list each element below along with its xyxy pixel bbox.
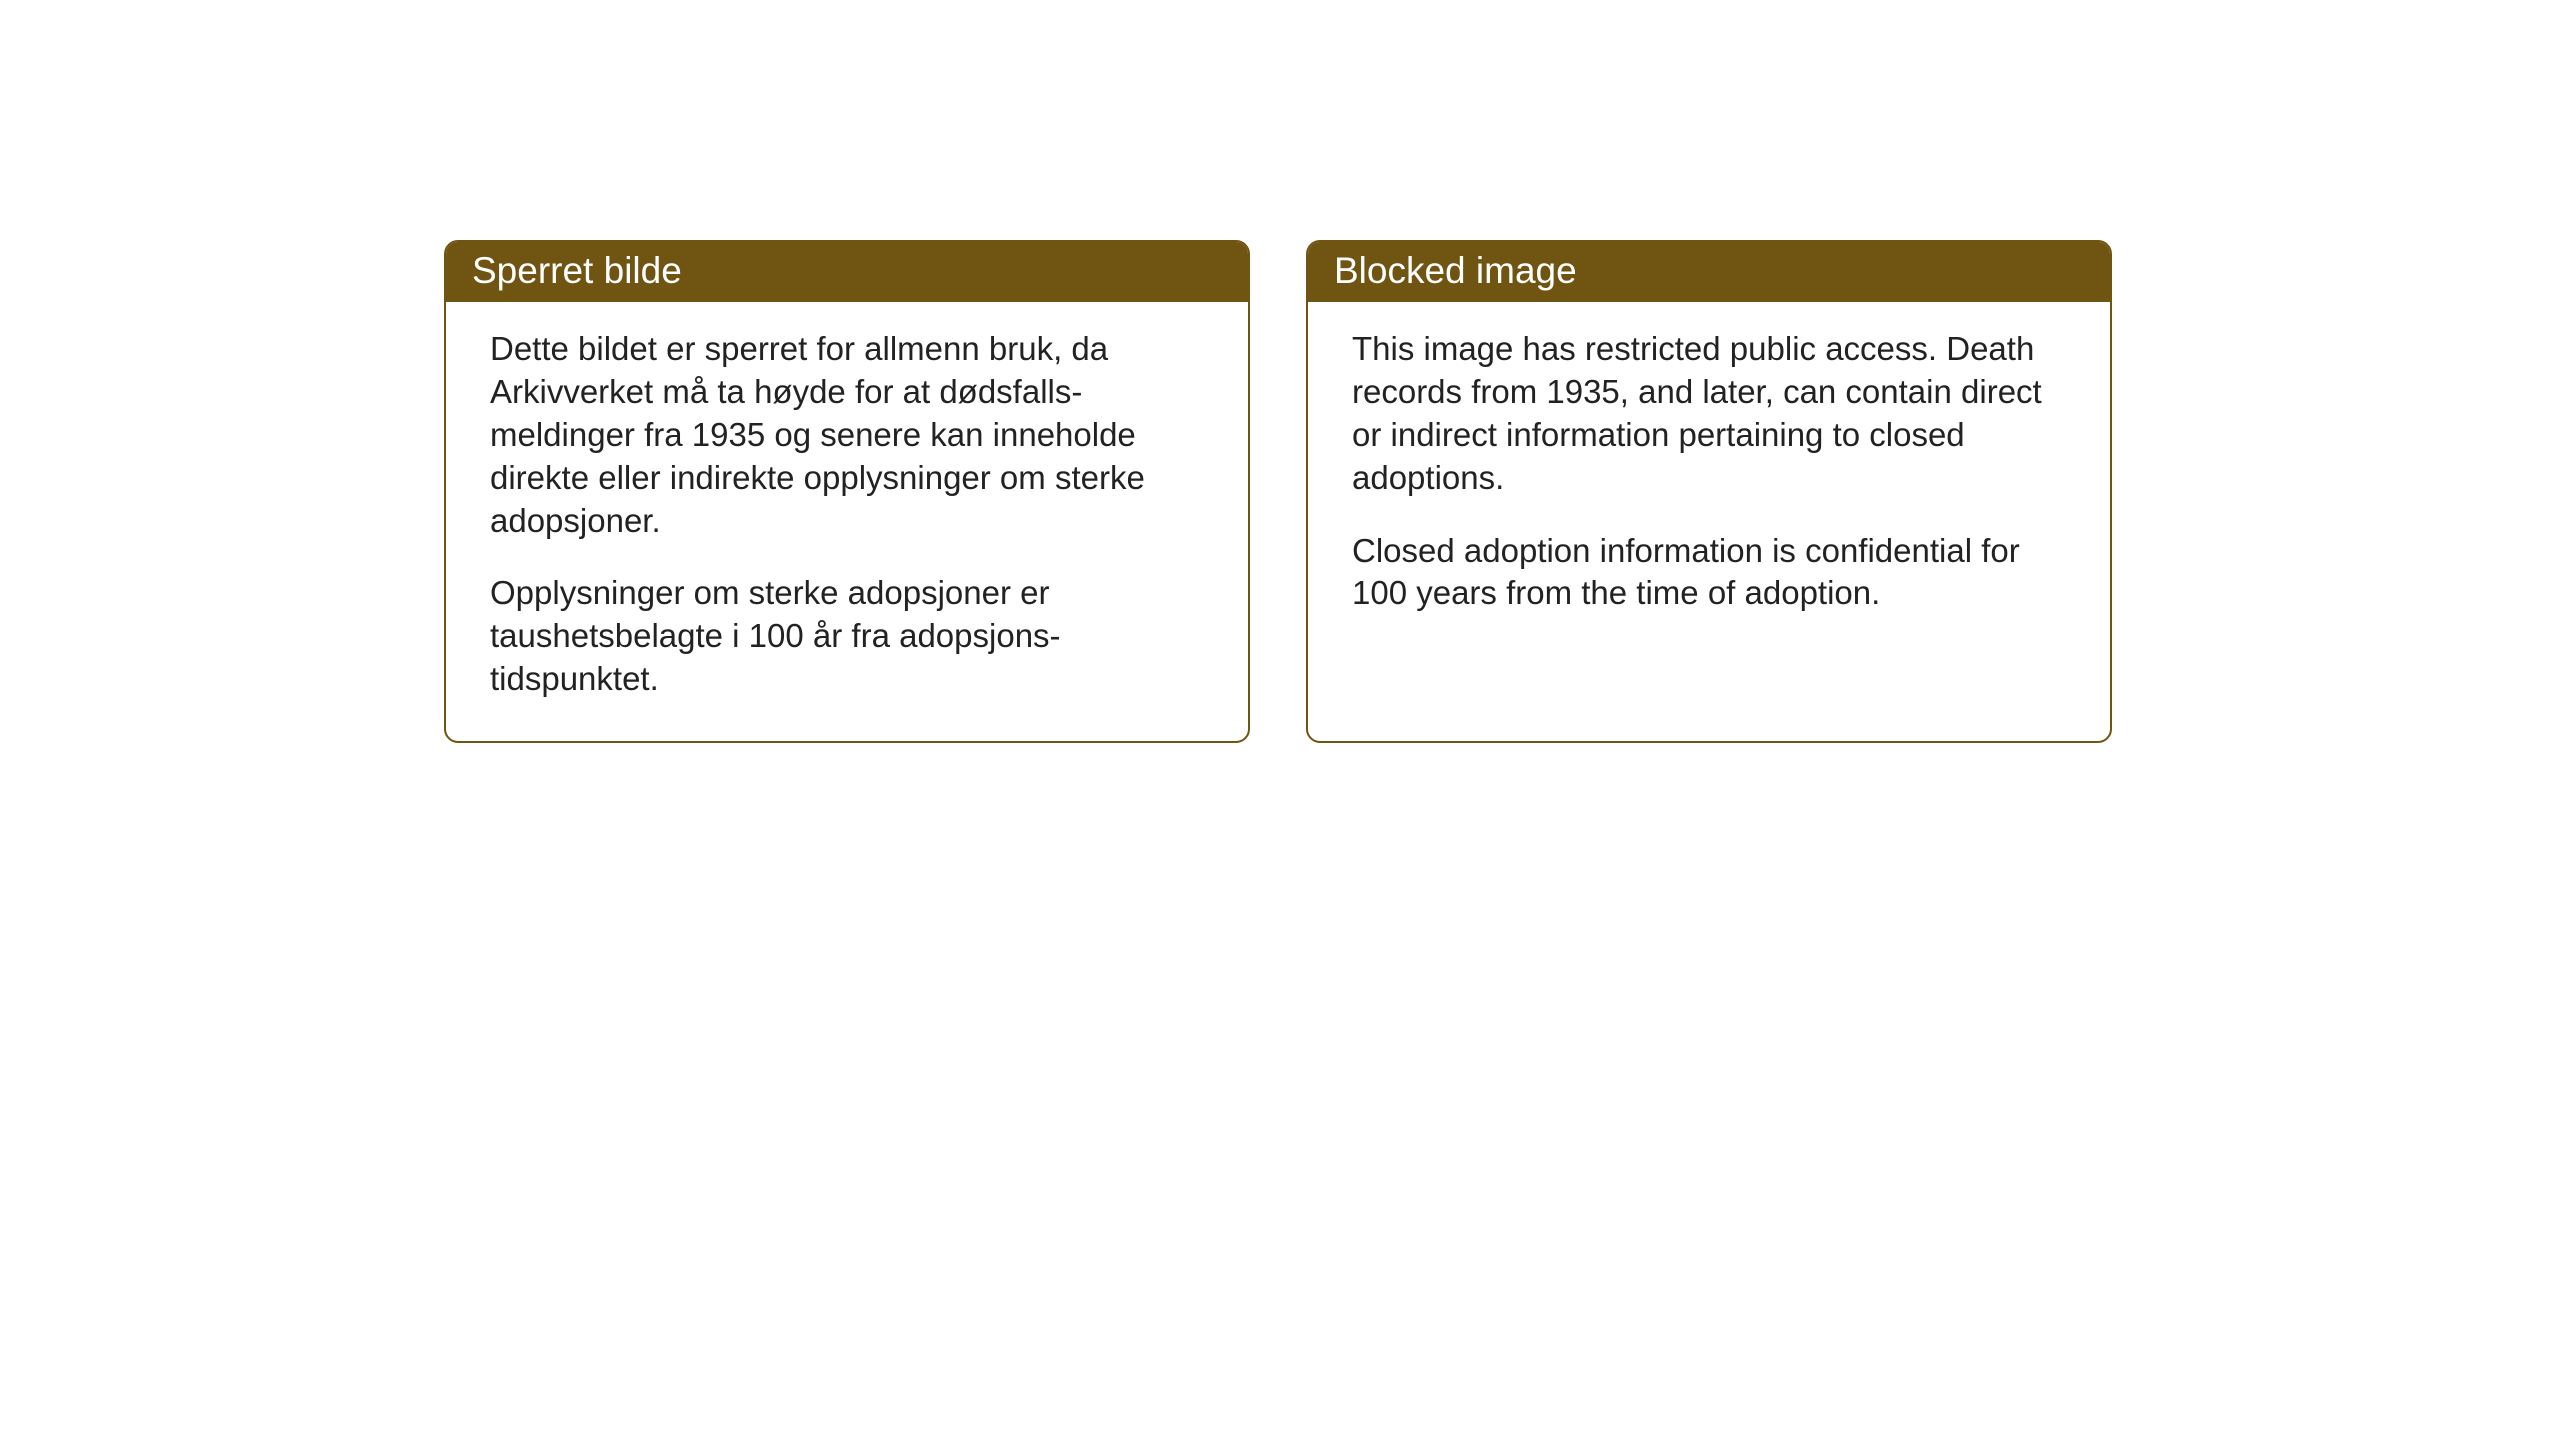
card-paragraph: Closed adoption information is confident…	[1352, 530, 2066, 616]
card-body-english: This image has restricted public access.…	[1308, 302, 2110, 655]
card-paragraph: Dette bildet er sperret for allmenn bruk…	[490, 328, 1204, 542]
card-title: Sperret bilde	[472, 250, 682, 291]
card-title: Blocked image	[1334, 250, 1577, 291]
notice-card-norwegian: Sperret bilde Dette bildet er sperret fo…	[444, 240, 1250, 743]
notice-card-english: Blocked image This image has restricted …	[1306, 240, 2112, 743]
card-paragraph: Opplysninger om sterke adopsjoner er tau…	[490, 572, 1204, 701]
card-header-english: Blocked image	[1308, 242, 2110, 302]
notice-container: Sperret bilde Dette bildet er sperret fo…	[444, 240, 2112, 743]
card-body-norwegian: Dette bildet er sperret for allmenn bruk…	[446, 302, 1248, 741]
card-paragraph: This image has restricted public access.…	[1352, 328, 2066, 500]
card-header-norwegian: Sperret bilde	[446, 242, 1248, 302]
